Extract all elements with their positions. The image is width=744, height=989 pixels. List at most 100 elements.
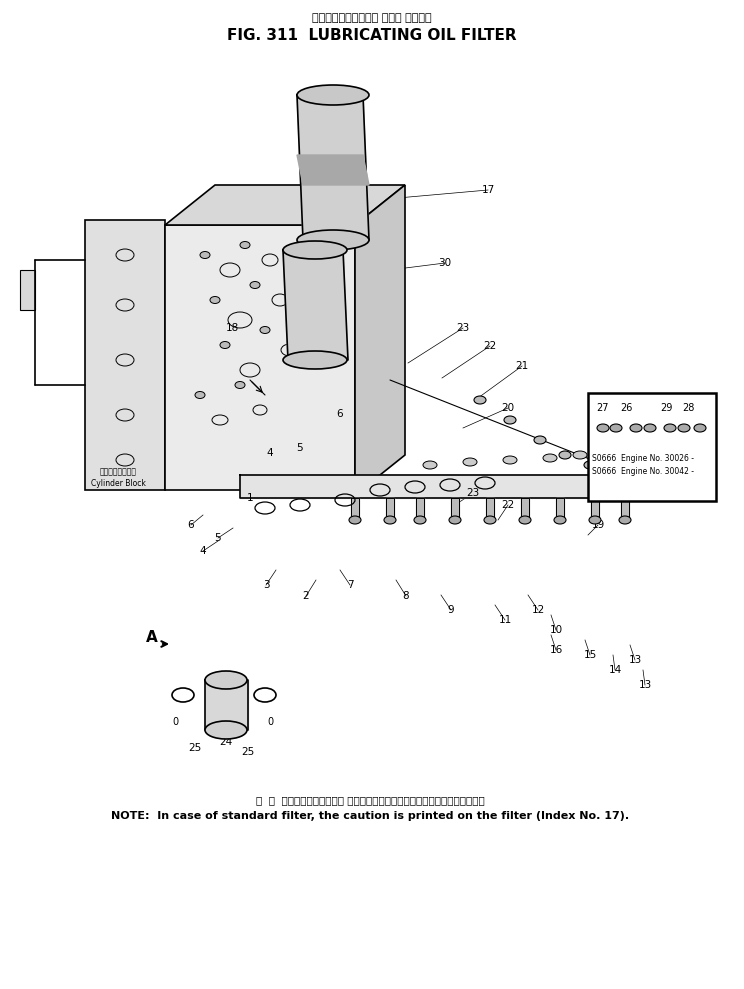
Text: 2: 2 [303, 591, 310, 601]
Ellipse shape [534, 436, 546, 444]
Polygon shape [240, 475, 650, 498]
Text: 注  ：  標準フィルタの場合． その注意書きはフィルタ上に印刷されています．: 注 ： 標準フィルタの場合． その注意書きはフィルタ上に印刷されています． [256, 795, 484, 805]
Ellipse shape [423, 461, 437, 469]
Text: 19: 19 [591, 520, 605, 530]
Text: 5: 5 [297, 443, 304, 453]
Polygon shape [297, 155, 369, 185]
Text: 11: 11 [498, 615, 512, 625]
Ellipse shape [554, 516, 566, 524]
Text: 16: 16 [549, 645, 562, 655]
Text: 5: 5 [215, 533, 221, 543]
Ellipse shape [240, 241, 250, 248]
Text: 9: 9 [448, 605, 455, 615]
Text: 25: 25 [188, 743, 202, 753]
Ellipse shape [603, 449, 617, 457]
Polygon shape [283, 250, 348, 360]
Text: 12: 12 [531, 605, 545, 615]
Text: S0666  Engine No. 30026 -: S0666 Engine No. 30026 - [592, 454, 694, 463]
Text: 29: 29 [660, 403, 672, 413]
Text: FIG. 311  LUBRICATING OIL FILTER: FIG. 311 LUBRICATING OIL FILTER [227, 28, 517, 43]
Bar [588, 393, 716, 501]
Ellipse shape [463, 458, 477, 466]
Text: 6: 6 [337, 409, 343, 419]
Ellipse shape [449, 516, 461, 524]
Text: 17: 17 [481, 185, 495, 195]
Polygon shape [556, 498, 564, 520]
Text: 14: 14 [609, 665, 622, 675]
Text: 20: 20 [501, 403, 515, 413]
Ellipse shape [260, 326, 270, 333]
Ellipse shape [414, 516, 426, 524]
Polygon shape [205, 680, 248, 730]
Text: S0666  Engine No. 30042 -: S0666 Engine No. 30042 - [592, 467, 694, 476]
Text: 3: 3 [263, 580, 269, 590]
Polygon shape [355, 185, 405, 495]
Text: 6: 6 [187, 520, 194, 530]
Polygon shape [297, 95, 369, 240]
Text: 24: 24 [219, 737, 233, 747]
Text: 22: 22 [484, 341, 497, 351]
Ellipse shape [628, 446, 642, 454]
Ellipse shape [630, 424, 642, 432]
Text: 28: 28 [682, 403, 694, 413]
Ellipse shape [474, 396, 486, 404]
Ellipse shape [503, 456, 517, 464]
Polygon shape [386, 498, 394, 520]
Ellipse shape [519, 516, 531, 524]
Ellipse shape [235, 382, 245, 389]
Polygon shape [521, 498, 529, 520]
Ellipse shape [195, 392, 205, 399]
Ellipse shape [610, 424, 622, 432]
Text: 26: 26 [620, 403, 632, 413]
Ellipse shape [484, 516, 496, 524]
Ellipse shape [250, 282, 260, 289]
Ellipse shape [205, 671, 247, 689]
Text: 13: 13 [638, 680, 652, 690]
Text: A: A [146, 631, 158, 646]
Ellipse shape [210, 297, 220, 304]
Text: 7: 7 [347, 580, 353, 590]
Ellipse shape [573, 451, 587, 459]
Ellipse shape [559, 451, 571, 459]
Ellipse shape [619, 516, 631, 524]
Polygon shape [621, 498, 629, 520]
Ellipse shape [283, 241, 347, 259]
Text: 30: 30 [438, 258, 452, 268]
Ellipse shape [349, 516, 361, 524]
Polygon shape [416, 498, 424, 520]
Ellipse shape [504, 416, 516, 424]
Ellipse shape [664, 424, 676, 432]
Text: 0: 0 [267, 717, 273, 727]
Text: NOTE:  In case of standard filter, the caution is printed on the filter (Index N: NOTE: In case of standard filter, the ca… [111, 811, 629, 821]
Ellipse shape [644, 424, 656, 432]
Polygon shape [85, 220, 165, 490]
Text: ルーブリケーティング オイル フィルタ: ルーブリケーティング オイル フィルタ [312, 13, 432, 23]
Ellipse shape [543, 454, 557, 462]
Bar [20, 270, 35, 310]
Polygon shape [451, 498, 459, 520]
Text: 21: 21 [516, 361, 529, 371]
Ellipse shape [384, 516, 396, 524]
Polygon shape [591, 498, 599, 520]
Text: 25: 25 [241, 747, 254, 757]
Polygon shape [351, 498, 359, 520]
Ellipse shape [205, 721, 247, 739]
Polygon shape [486, 498, 494, 520]
Ellipse shape [678, 424, 690, 432]
Text: 23: 23 [456, 323, 469, 333]
Text: 15: 15 [583, 650, 597, 660]
Ellipse shape [297, 85, 369, 105]
Text: 4: 4 [266, 448, 273, 458]
Text: 27: 27 [597, 403, 609, 413]
Text: 0: 0 [172, 717, 178, 727]
Polygon shape [165, 225, 355, 490]
Ellipse shape [597, 424, 609, 432]
Text: 22: 22 [501, 500, 515, 510]
Text: 1: 1 [247, 493, 253, 503]
Text: 18: 18 [225, 323, 239, 333]
Ellipse shape [694, 424, 706, 432]
Text: シリンダブロック: シリンダブロック [100, 468, 136, 477]
Polygon shape [165, 185, 405, 225]
Text: 4: 4 [199, 546, 206, 556]
Ellipse shape [200, 251, 210, 258]
